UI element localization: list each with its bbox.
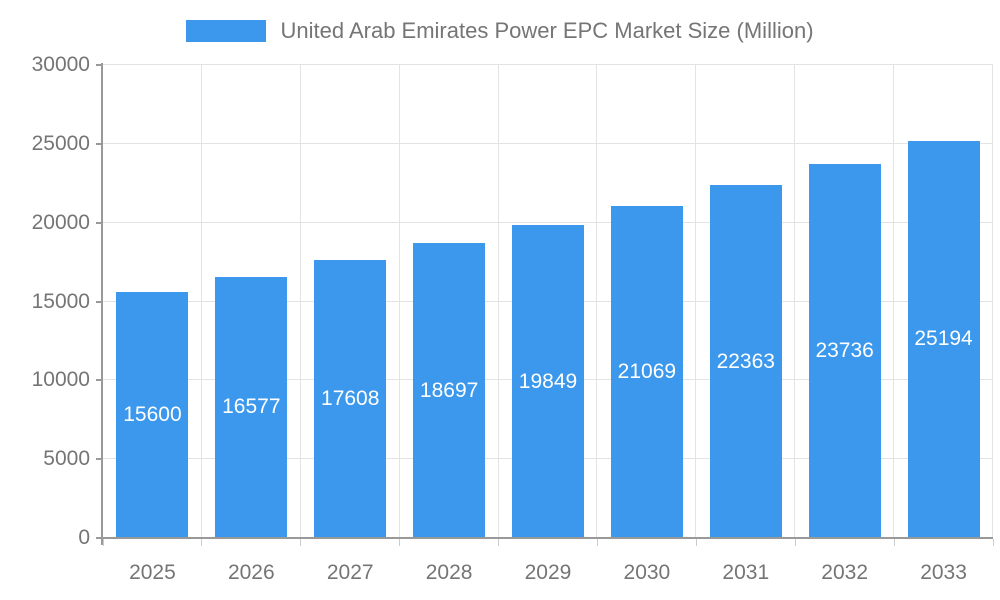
y-axis-tick-label: 25000 <box>31 131 90 155</box>
y-axis-tick-label: 10000 <box>31 368 90 392</box>
bar-2028[interactable]: 18697 <box>413 243 486 538</box>
y-tick <box>96 458 103 461</box>
x-axis-tick-label: 2026 <box>227 561 275 584</box>
x-tick <box>300 539 302 546</box>
bar-2029[interactable]: 19849 <box>512 225 584 538</box>
legend[interactable]: United Arab Emirates Power EPC Market Si… <box>0 16 1000 46</box>
bar-2026[interactable]: 16577 <box>215 276 288 538</box>
y-tick <box>96 64 103 66</box>
bar-2031[interactable]: 22363 <box>709 185 782 538</box>
x-axis-line <box>96 537 993 539</box>
bar-2030[interactable]: 21069 <box>610 205 683 538</box>
gridline-h <box>103 221 993 223</box>
gridline-v <box>299 65 301 538</box>
x-tick <box>893 539 895 546</box>
x-tick <box>992 539 994 546</box>
y-tick <box>96 379 103 382</box>
bar-2025[interactable]: 15600 <box>116 292 189 538</box>
bar-value-label: 25194 <box>914 327 973 351</box>
y-axis-tick-label: 5000 <box>43 447 90 471</box>
x-tick <box>695 539 697 546</box>
legend-label: United Arab Emirates Power EPC Market Si… <box>280 18 814 43</box>
x-tick <box>201 539 203 546</box>
x-tick <box>596 539 598 546</box>
gridline-h <box>103 142 993 144</box>
bar-value-label: 19849 <box>518 369 578 393</box>
x-axis-tick-label: 2029 <box>524 561 572 584</box>
x-tick <box>794 539 796 546</box>
bar-2027[interactable]: 17608 <box>314 260 387 538</box>
y-tick <box>96 221 103 224</box>
plot-area: 15600 16577 17608 18697 19849 21069 22363 23736… <box>103 64 993 538</box>
y-axis-tick-label: 30000 <box>31 53 90 76</box>
gridline-v <box>200 65 202 538</box>
y-axis-tick-label: 0 <box>78 526 90 549</box>
y-axis-tick-label: 20000 <box>31 210 90 234</box>
x-axis-tick-label: 2030 <box>623 561 671 584</box>
y-tick <box>96 142 103 145</box>
bar-value-label: 18697 <box>419 378 479 402</box>
y-tick <box>96 537 103 539</box>
y-tick <box>96 300 103 303</box>
x-axis-tick-label: 2031 <box>722 561 770 584</box>
gridline-v <box>893 65 895 538</box>
x-tick <box>399 539 401 546</box>
bar-2033[interactable]: 25194 <box>907 140 980 538</box>
gridline-v <box>497 65 499 538</box>
gridline-v <box>398 65 400 538</box>
x-tick <box>498 539 500 546</box>
bar-2032[interactable]: 23736 <box>808 163 881 538</box>
y-axis-tick-label: 15000 <box>31 289 90 313</box>
x-axis-tick-label: 2033 <box>920 561 967 584</box>
x-axis-tick-label: 2027 <box>326 561 374 584</box>
gridline-v <box>794 65 796 538</box>
bar-value-label: 22363 <box>716 349 775 373</box>
bar-value-label: 23736 <box>815 338 874 362</box>
bar-value-label: 16577 <box>222 395 281 419</box>
y-axis-line <box>101 63 103 545</box>
bar-value-label: 15600 <box>123 403 182 427</box>
gridline-h <box>103 64 993 65</box>
legend-swatch <box>186 20 267 42</box>
x-axis-tick-label: 2028 <box>425 561 473 584</box>
gridline-v <box>695 65 697 538</box>
gridline-v <box>596 65 598 538</box>
x-axis-tick-label: 2032 <box>821 561 869 584</box>
x-tick <box>103 539 104 546</box>
bar-value-label: 17608 <box>321 387 380 411</box>
x-axis-tick-label: 2025 <box>129 561 176 584</box>
bar-value-label: 21069 <box>617 359 677 383</box>
gridline-v <box>992 65 993 538</box>
